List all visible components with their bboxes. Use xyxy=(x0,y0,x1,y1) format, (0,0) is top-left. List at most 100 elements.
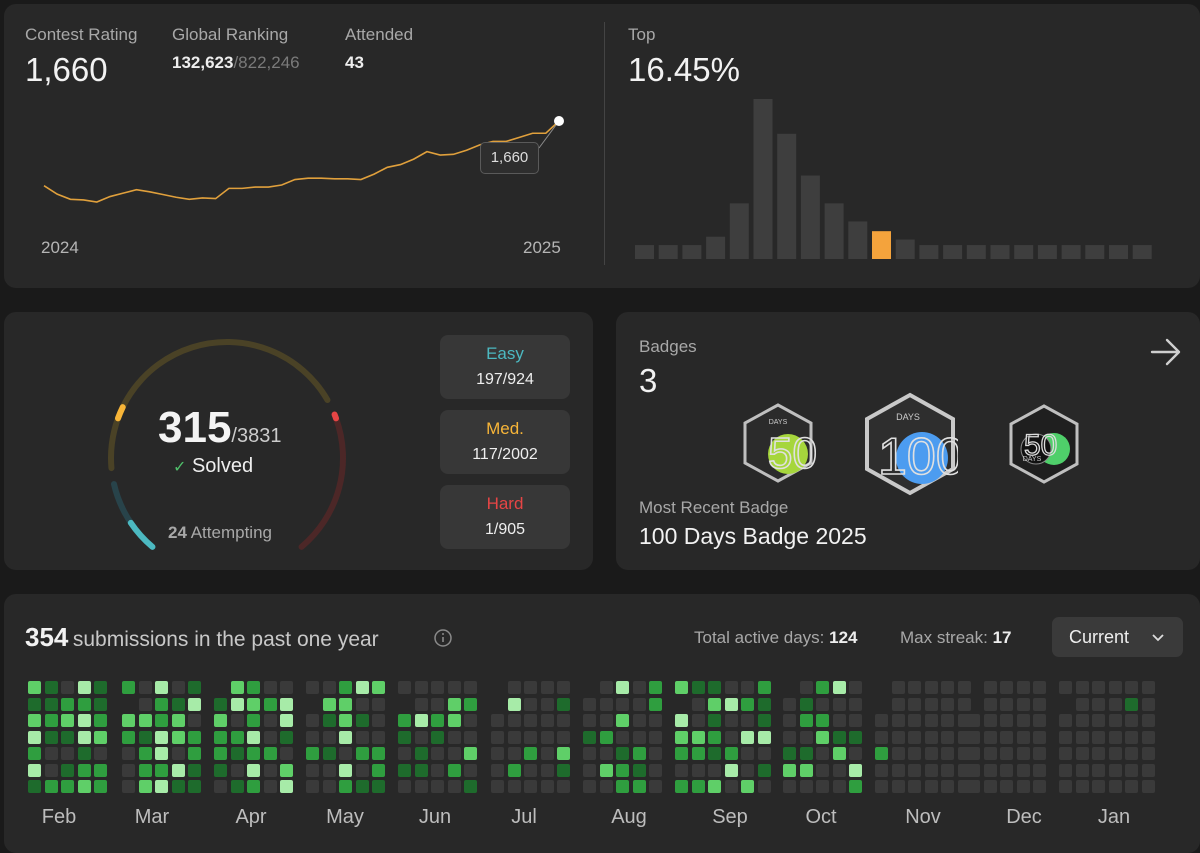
year-end-label: 2025 xyxy=(523,238,561,257)
month-label: Sep xyxy=(712,806,748,828)
badge-digits: 50 xyxy=(768,429,816,478)
global-ranking-label: Global Ranking xyxy=(172,25,289,44)
rating-distribution-chart xyxy=(635,99,1152,259)
distribution-bar xyxy=(777,133,797,259)
distribution-bar xyxy=(1132,245,1152,259)
distribution-bar xyxy=(1109,245,1128,259)
top-percent-value: 16.45% xyxy=(628,51,740,88)
max-streak-value: 17 xyxy=(992,628,1012,647)
distribution-bar xyxy=(1085,245,1105,259)
year-start-label: 2024 xyxy=(41,238,79,257)
badge-digits: 50 xyxy=(1024,429,1057,462)
month-label: May xyxy=(326,806,364,828)
month-label: Nov xyxy=(905,806,941,828)
distribution-bar xyxy=(682,245,702,259)
distribution-bar xyxy=(848,221,868,259)
medium-value: 117/2002 xyxy=(472,446,538,463)
badge-50-days-icon[interactable]: DAYS 50 xyxy=(740,402,816,484)
check-icon: ✓ xyxy=(173,459,187,476)
distribution-bar xyxy=(635,245,654,259)
chevron-down-icon xyxy=(1152,634,1164,642)
active-days-value: 124 xyxy=(829,628,858,647)
badge-100-days-icon[interactable]: DAYS 100 xyxy=(862,392,958,496)
submissions-label: submissions in the past one year xyxy=(72,628,379,651)
easy-pill[interactable]: Easy 197/924 xyxy=(440,335,570,399)
max-streak-label: Max streak: xyxy=(900,628,988,647)
solved-count: 315/3831 xyxy=(158,403,281,453)
attempting-row: 24 Attempting xyxy=(168,523,272,543)
rating-line xyxy=(43,120,560,203)
month-label: Mar xyxy=(134,806,170,828)
distribution-bar-current xyxy=(872,231,891,259)
hard-pill[interactable]: Hard 1/905 xyxy=(440,485,570,549)
contest-divider xyxy=(604,22,605,265)
info-icon[interactable] xyxy=(433,628,453,648)
solved-label: Solved xyxy=(191,455,254,477)
distribution-bar xyxy=(990,245,1010,259)
ring-hard-track xyxy=(298,415,346,550)
attended-label: Attended xyxy=(345,25,414,44)
attempting-count: 24 xyxy=(168,523,187,542)
distribution-bar xyxy=(1037,245,1057,259)
recent-badge-name: 100 Days Badge 2025 xyxy=(639,523,867,549)
ranking-total: /822,246 xyxy=(233,53,300,72)
easy-label: Easy xyxy=(486,344,524,363)
month-label: Jan xyxy=(1097,806,1131,828)
arrow-right-icon[interactable] xyxy=(1150,337,1182,367)
contest-rating-label: Contest Rating xyxy=(25,25,138,44)
rating-tooltip: 1,660 xyxy=(480,142,539,174)
distribution-bar xyxy=(1014,245,1034,259)
progress-ring xyxy=(108,339,346,550)
distribution-bar xyxy=(753,99,773,259)
attempting-label: Attempting xyxy=(190,523,272,542)
contest-rating-value: 1,660 xyxy=(25,51,108,88)
distribution-bar xyxy=(800,175,820,259)
month-label: Jun xyxy=(418,806,452,828)
badges-count: 3 xyxy=(639,362,658,399)
ranking-number: 132,623 xyxy=(172,53,234,72)
solved-total: /3831 xyxy=(231,425,282,447)
attended-value: 43 xyxy=(345,53,364,72)
distribution-bar xyxy=(729,203,749,259)
max-streak-stat: Max streak: 17 xyxy=(900,628,1012,648)
distribution-bar xyxy=(824,203,844,259)
solved-label-row: ✓ Solved xyxy=(173,455,253,478)
active-days-label: Total active days: xyxy=(694,628,825,647)
period-dropdown-value: Current xyxy=(1069,627,1130,647)
submissions-title: 354 submissions in the past one year xyxy=(25,622,379,653)
medium-label: Med. xyxy=(486,419,524,438)
recent-badge-label: Most Recent Badge xyxy=(639,498,789,517)
month-label: Dec xyxy=(1006,806,1042,828)
month-label: Oct xyxy=(805,806,837,828)
solved-number: 315 xyxy=(158,403,232,452)
active-days-stat: Total active days: 124 xyxy=(694,628,858,648)
ring-hard-progress xyxy=(331,411,340,422)
hard-value: 1/905 xyxy=(484,521,526,538)
hard-label: Hard xyxy=(486,494,524,513)
period-dropdown[interactable]: Current xyxy=(1052,617,1183,657)
badge-50-days-dark-icon[interactable]: DAYS 50 xyxy=(1006,403,1082,485)
global-ranking-value: 132,623/822,246 xyxy=(172,53,300,73)
distribution-bar xyxy=(919,245,939,259)
distribution-bar xyxy=(966,245,986,259)
ring-medium-progress xyxy=(114,404,126,422)
badges-label: Badges xyxy=(639,337,697,356)
month-label: Apr xyxy=(235,806,267,828)
ring-easy-progress xyxy=(127,519,156,550)
badge-word: DAYS xyxy=(769,419,788,426)
submissions-count: 354 xyxy=(25,622,69,652)
month-label: Jul xyxy=(511,806,537,828)
distribution-bar xyxy=(706,236,726,259)
badge-word: DAYS xyxy=(1023,456,1042,463)
medium-pill[interactable]: Med. 117/2002 xyxy=(440,410,570,474)
month-label: Feb xyxy=(41,806,77,828)
badge-digits: 100 xyxy=(878,428,958,486)
distribution-bar xyxy=(895,239,915,259)
distribution-bar xyxy=(943,245,963,259)
rating-line-chart[interactable] xyxy=(0,0,600,280)
ring-medium-track xyxy=(108,339,331,472)
easy-value: 197/924 xyxy=(476,371,534,388)
rating-current-point[interactable] xyxy=(554,116,564,126)
distribution-bar xyxy=(1061,245,1081,259)
top-label: Top xyxy=(628,25,656,44)
